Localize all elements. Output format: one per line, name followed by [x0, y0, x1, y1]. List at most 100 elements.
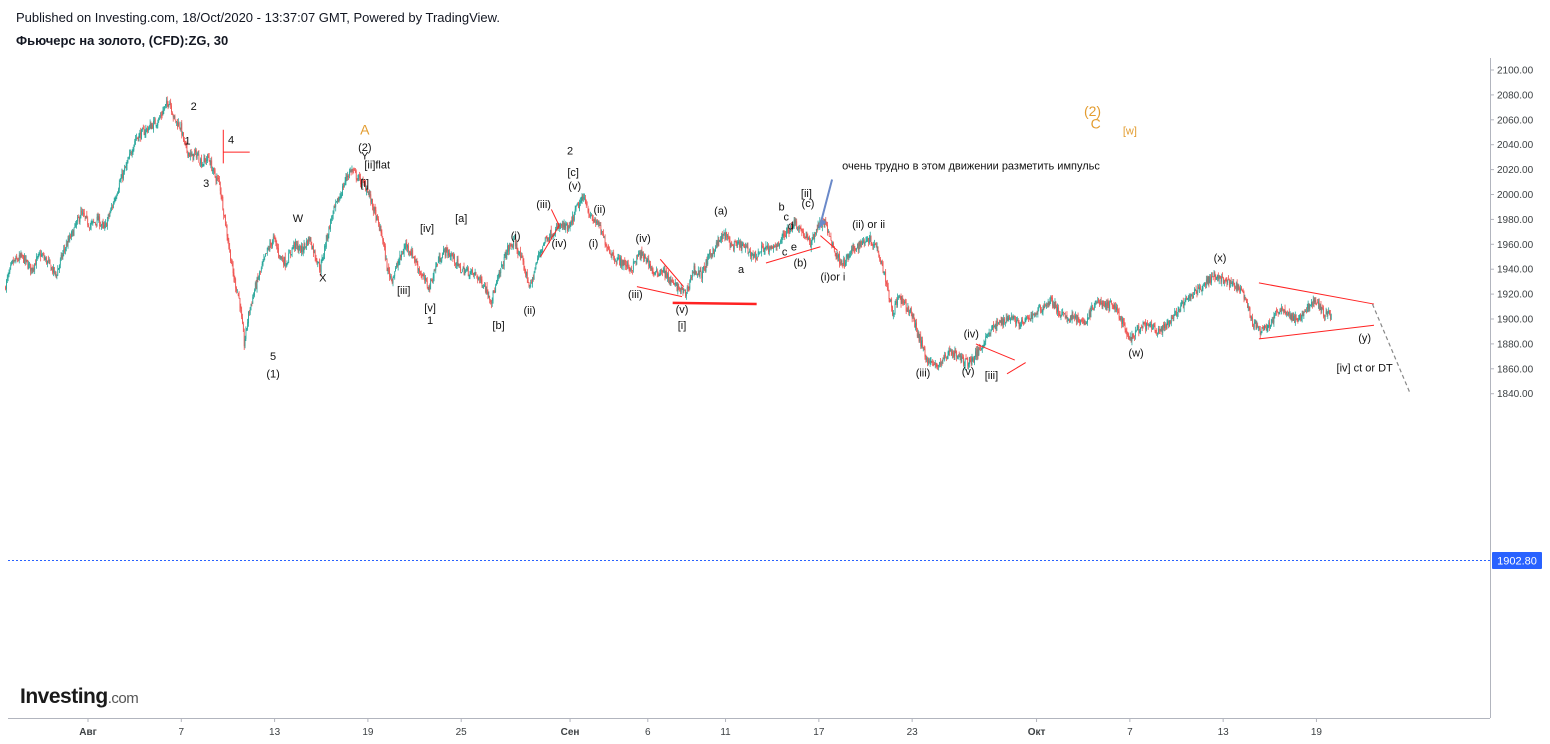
x-tick-label: 7	[1127, 727, 1133, 738]
candle-body	[344, 180, 346, 184]
candle-body	[205, 159, 207, 163]
candle-body	[126, 163, 128, 166]
candle-body	[384, 243, 385, 248]
candle-body	[347, 175, 349, 178]
candle-body	[1007, 318, 1009, 321]
candle-body	[815, 229, 817, 235]
candle-body	[1281, 307, 1283, 311]
candle-body	[1206, 278, 1208, 284]
candle-body	[658, 275, 660, 277]
candle-body	[71, 231, 72, 238]
candle-body	[301, 246, 302, 253]
candle-body	[567, 223, 568, 231]
wave-label: очень трудно в этом движении разметить и…	[842, 161, 1100, 173]
candle-body	[799, 227, 801, 229]
candle-body	[236, 291, 238, 293]
candle-body	[150, 123, 152, 130]
candle-body	[1241, 289, 1243, 291]
candle-body	[1030, 314, 1032, 322]
candle-body	[707, 255, 709, 265]
candle-body	[480, 276, 482, 281]
candle-body	[543, 242, 545, 245]
candle-body	[1284, 308, 1286, 312]
candle-body	[224, 214, 225, 216]
candle-body	[192, 154, 194, 160]
candle-body	[171, 113, 173, 116]
candle-body	[56, 275, 58, 277]
candle-body	[538, 253, 540, 255]
candle-body	[597, 220, 599, 225]
candle-body	[1059, 313, 1061, 316]
candle-body	[1099, 301, 1100, 305]
candle-body	[452, 256, 454, 258]
candle-body	[295, 241, 297, 246]
candle-body	[784, 234, 786, 236]
candle-body	[770, 246, 772, 249]
candle-body	[829, 235, 831, 237]
candle-body	[715, 242, 717, 248]
candle-body	[157, 122, 159, 126]
candle-body	[1093, 305, 1095, 310]
candle-body	[195, 150, 197, 158]
candle-body	[1288, 312, 1289, 315]
candle-body	[1215, 277, 1217, 280]
candle-body	[938, 364, 940, 367]
candle-body	[683, 289, 685, 293]
candle-body	[1233, 282, 1235, 284]
candle-body	[135, 138, 136, 141]
candle-body	[445, 247, 447, 257]
candle-body	[625, 260, 627, 267]
candle-body	[1187, 298, 1188, 300]
candle-body	[1120, 316, 1122, 320]
candle-body	[417, 264, 419, 270]
candle-body	[927, 358, 928, 364]
candle-body	[573, 212, 575, 220]
wave-line	[636, 286, 683, 298]
candle-body	[591, 215, 592, 217]
candle-body	[714, 251, 715, 255]
candle-body	[384, 245, 386, 260]
candle-body	[941, 361, 943, 363]
candle-body	[408, 252, 410, 254]
candle-body	[668, 280, 670, 282]
wave-line	[540, 225, 560, 258]
candle-body	[973, 357, 975, 363]
candle-body	[311, 244, 313, 249]
candle-body	[101, 222, 103, 225]
candle-body	[895, 301, 897, 304]
candle-body	[414, 259, 416, 263]
investing-logo[interactable]: Investing.com	[20, 685, 139, 709]
candle-body	[1208, 276, 1210, 284]
candle-body	[1246, 299, 1247, 303]
candle-body	[637, 255, 639, 257]
candle-body	[274, 237, 276, 239]
candle-body	[860, 241, 862, 248]
candle-body	[874, 244, 875, 246]
candle-body	[65, 248, 66, 251]
candle-body	[148, 128, 149, 131]
candle-body	[704, 270, 706, 271]
candle-body	[1118, 311, 1120, 319]
candle-body	[1211, 276, 1212, 283]
candle-body	[816, 227, 818, 231]
candle-body	[129, 153, 130, 159]
candle-body	[676, 283, 678, 291]
candle-body	[1014, 315, 1016, 318]
candle-body	[402, 253, 403, 255]
candle-body	[656, 270, 658, 274]
candle-body	[1122, 318, 1123, 324]
candle-body	[289, 252, 291, 255]
candle-body	[987, 334, 988, 336]
candle-body	[673, 283, 675, 285]
candle-body	[113, 201, 115, 203]
candle-body	[513, 239, 515, 247]
candle-body	[774, 246, 776, 248]
candle-body	[1015, 318, 1017, 324]
candle-body	[861, 240, 863, 244]
candle-body	[346, 176, 348, 178]
candle-body	[1265, 326, 1267, 330]
candle-body	[1273, 314, 1275, 323]
candle-body	[332, 210, 334, 217]
candle-body	[451, 254, 453, 256]
